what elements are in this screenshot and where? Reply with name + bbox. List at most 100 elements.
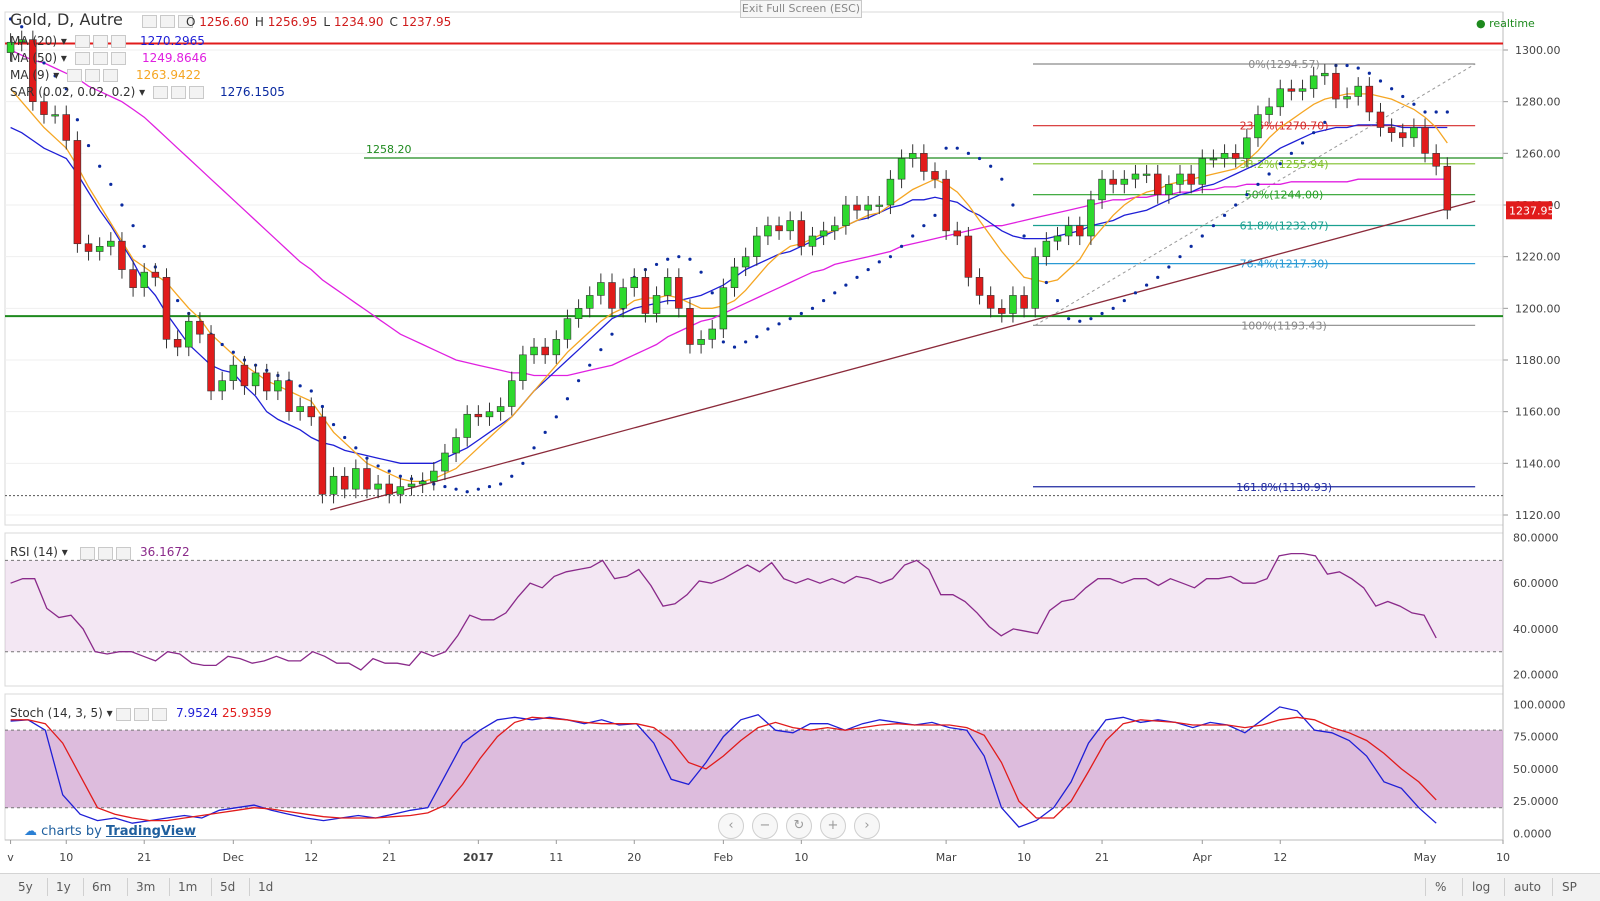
reset-button[interactable]: ↻ — [786, 813, 812, 839]
timeframe-5y-button[interactable]: 5y — [18, 880, 33, 894]
price-tick-label: 1300.00 — [1515, 44, 1561, 57]
sar-dot — [1178, 255, 1182, 259]
sar-dot — [1144, 283, 1149, 287]
indicator-row: MA (20) ▾ 1270.2965 — [10, 34, 310, 48]
time-tick-label: 21 — [137, 851, 151, 864]
sar-dot — [654, 262, 659, 267]
log-scale-button[interactable]: log — [1472, 880, 1491, 894]
time-tick-label: Feb — [714, 851, 733, 864]
auto-scale-button[interactable]: auto — [1514, 880, 1542, 894]
sar-dot — [1011, 203, 1015, 207]
candle-down — [797, 220, 806, 247]
candle-up — [329, 475, 338, 495]
sar-dot — [866, 267, 870, 272]
indicator-row: MA (50) ▾ 1249.8646 — [10, 51, 310, 65]
sar-dot — [1312, 131, 1316, 135]
eye-icon[interactable] — [142, 15, 157, 28]
close-icon[interactable] — [189, 86, 205, 99]
ohlc-value: 1256.60 — [199, 15, 249, 29]
eye-icon[interactable] — [153, 86, 169, 99]
rsi-title: RSI (14) — [10, 545, 58, 559]
eye-icon[interactable] — [80, 547, 95, 560]
sar-dot — [799, 311, 803, 316]
time-tick-label: Dec — [223, 851, 244, 864]
gear-icon[interactable] — [92, 35, 108, 48]
close-icon[interactable] — [103, 69, 119, 82]
candle-down — [385, 483, 393, 495]
sar-dot — [1189, 244, 1193, 248]
sar-dot — [454, 487, 458, 491]
candle-up — [51, 114, 59, 117]
header-settings-icons[interactable] — [142, 14, 196, 28]
timeframe-1d-button[interactable]: 1d — [258, 880, 274, 894]
timeframe-1y-button[interactable]: 1y — [56, 880, 71, 894]
sar-dot — [1267, 172, 1271, 176]
indicator-row: SAR (0.02, 0.02, 0.2) ▾ 1276.1505 — [10, 85, 310, 99]
sar-dot — [387, 469, 391, 473]
time-tick-label: 10 — [1017, 851, 1031, 864]
timeframe-5d-button[interactable]: 5d — [220, 880, 236, 894]
candle-up — [663, 277, 672, 296]
tradingview-branding[interactable]: ☁ charts by TradingView — [24, 824, 196, 839]
gear-icon[interactable] — [98, 547, 113, 560]
sar-dot — [443, 484, 447, 489]
ohlc-key: L — [323, 15, 334, 29]
eye-icon[interactable] — [67, 69, 83, 82]
time-tick-label: Apr — [1193, 851, 1213, 864]
ohlc-key: H — [254, 15, 268, 29]
indicator-icons[interactable] — [67, 68, 121, 82]
candle-down — [975, 277, 984, 296]
candle-up — [1087, 199, 1095, 237]
sar-dot — [922, 224, 926, 228]
gear-icon[interactable] — [92, 52, 108, 65]
candle-up — [407, 483, 416, 487]
stoch-pane-icons[interactable] — [116, 707, 170, 721]
zoom-out-button[interactable]: − — [752, 813, 778, 839]
gear-icon[interactable] — [160, 15, 175, 28]
exit-fullscreen-button[interactable]: Exit Full Screen (ESC) — [740, 0, 862, 18]
fib-level-label: 100%(1193.43) — [1241, 319, 1327, 332]
gear-icon[interactable] — [171, 86, 187, 99]
sar-dot — [1089, 317, 1093, 321]
zoom-in-button[interactable]: + — [820, 813, 846, 839]
timeframe-1m-button[interactable]: 1m — [178, 880, 198, 894]
sar-dot — [588, 363, 592, 367]
timeframe-6m-button[interactable]: 6m — [92, 880, 112, 894]
sar-dot — [732, 345, 737, 349]
close-icon[interactable] — [178, 15, 193, 28]
eye-icon[interactable] — [74, 52, 90, 65]
branding-name[interactable]: TradingView — [105, 824, 196, 839]
scroll-right-button[interactable]: › — [854, 813, 880, 839]
gear-icon[interactable] — [85, 69, 101, 82]
chart-canvas[interactable]: 1300.001280.001260.001240.001220.001200.… — [0, 0, 1600, 873]
sar-dot — [1133, 291, 1138, 295]
candle-up — [140, 271, 148, 288]
close-icon[interactable] — [110, 35, 126, 48]
eye-icon[interactable] — [116, 708, 131, 721]
candle-up — [886, 178, 895, 206]
candle-up — [1165, 184, 1173, 195]
indicator-icons[interactable] — [153, 85, 207, 99]
indicator-icons[interactable] — [74, 34, 129, 48]
symbol-title: Gold, D, Autre — [10, 10, 123, 29]
scroll-left-button[interactable]: ‹ — [718, 813, 744, 839]
indicator-icons[interactable] — [74, 51, 129, 65]
close-icon[interactable] — [110, 52, 126, 65]
price-tick-label: 1180.00 — [1515, 354, 1561, 367]
time-tick-label: Mar — [936, 851, 957, 864]
sar-dot — [1055, 298, 1060, 303]
gear-icon[interactable] — [134, 708, 149, 721]
candle-up — [552, 339, 561, 356]
timeframe-3m-button[interactable]: 3m — [136, 880, 156, 894]
rsi-pane-icons[interactable] — [80, 546, 134, 560]
ohlc-value: 1256.95 — [267, 15, 318, 29]
sp-button[interactable]: SP — [1562, 880, 1577, 894]
percent-scale-button[interactable]: % — [1435, 880, 1447, 894]
candle-down — [608, 282, 616, 309]
toolbar-separator — [47, 878, 48, 896]
fib-level-label: 76.4%(1217.30) — [1240, 258, 1329, 271]
close-icon[interactable] — [152, 708, 167, 721]
close-icon[interactable] — [116, 547, 131, 560]
eye-icon[interactable] — [74, 35, 90, 48]
candle-down — [1287, 88, 1296, 92]
